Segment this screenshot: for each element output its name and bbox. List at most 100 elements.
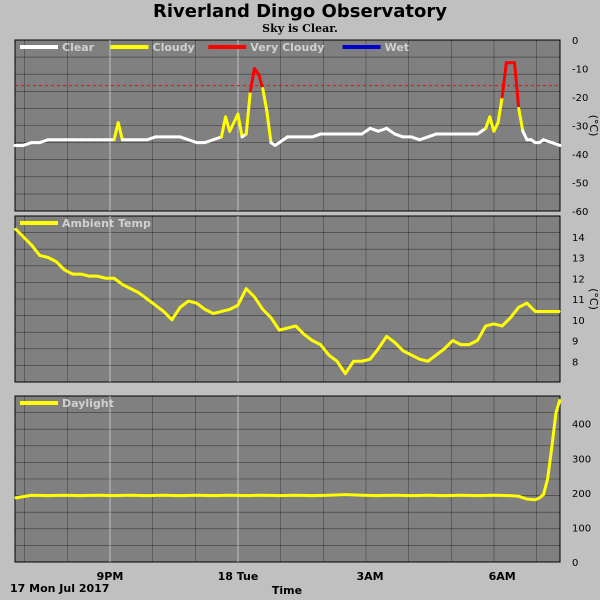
panel-sky-legend-label: Clear [62,41,95,54]
panel-ambient-data-point [64,269,66,271]
panel-ambient-ytick-label: 11 [572,295,585,306]
panel-ambient-data-point [559,310,561,312]
panel-sky-series-segment [492,121,500,133]
panel-daylight-data-point [526,498,528,500]
panel-ambient-ytick-label: 9 [572,337,578,348]
panel-ambient-data-point [55,261,57,263]
panel-ambient-data-point [485,325,487,327]
panel-ambient-data-point [303,333,305,335]
panel-ambient-data-point [171,319,173,321]
panel-daylight-data-point [427,494,429,496]
panel-ambient-data-point [460,344,462,346]
panel-sky-ytick-label: -50 [572,179,588,190]
panel-ambient-data-point [31,244,33,246]
x-tick-label: 3AM [357,570,384,583]
panel-ambient-data-point [369,358,371,360]
panel-ambient-data-point [344,373,346,375]
panel-ambient-data-point [97,275,99,277]
panel-ambient-data-point [287,327,288,329]
panel-sky-series-segment [488,115,496,133]
panel-ambient-data-point [22,236,24,238]
panel-ambient-data-point [493,323,495,325]
panel-daylight-data-point [295,494,297,496]
panel-ambient-data-point [39,254,41,256]
panel-daylight-series-line [14,399,562,502]
panel-ambient-legend-label: Ambient Temp [62,217,151,230]
panel-daylight-data-point [278,495,280,497]
x-tick-label: 9PM [97,570,124,583]
panel-ambient-data-point [394,342,396,344]
panel-daylight-data-point [80,495,82,497]
panel-ambient-data-point [320,344,322,346]
panel-daylight-data-point [64,494,66,496]
panel-daylight-data-point [130,494,132,496]
panel-sky-series-segment [236,112,244,139]
panel-sky-series-segment [265,109,273,145]
panel-daylight-data-point [555,412,557,414]
panel-ambient-data-point [47,257,49,258]
panel-daylight-data-point [509,495,511,497]
panel-ambient-data-point [121,283,123,285]
panel-ambient-data-point [509,317,511,319]
panel-daylight-data-point [547,478,549,480]
panel-ambient-data-point [526,302,528,304]
panel-ambient-data-point [146,298,148,300]
panel-daylight-data-point [179,495,181,497]
panel-ambient-data-point [410,354,412,356]
panel-sky-series-segment [500,61,508,99]
panel-daylight-ytick-label: 400 [572,420,591,431]
panel-sky-ytick-label: -60 [572,207,588,218]
panel-ambient-data-point [80,273,82,275]
panel-ambient-data-point [468,344,470,346]
panel-ambient-data-point [270,317,272,319]
panel-ambient-data-point [130,288,132,290]
x-tick-label: 18 Tue [218,570,259,583]
panel-ambient-data-point [353,360,355,362]
panel-ambient-data-point [88,275,90,277]
panel-daylight-data-point [344,494,346,496]
panel-daylight-data-point [328,494,330,496]
panel-sky-series-segment [244,89,252,136]
panel-daylight-ytick-label: 200 [572,489,591,500]
panel-sky-series-segment [248,67,256,93]
panel-sky-series-segment [517,106,525,133]
panel-daylight-data-point [476,495,478,497]
panel-ambient-data-point [419,358,421,360]
panel-daylight-ytick-label: 100 [572,523,591,534]
panel-ambient-data-point [229,308,231,310]
panel-ambient-data-point [402,350,404,352]
panel-ambient-data-point [295,325,297,327]
panel-ambient-data-point [196,302,198,304]
panel-ambient-data-point [154,304,156,306]
panel-daylight-data-point [31,494,33,496]
panel-ambient-data-point [476,340,478,341]
panel-daylight-data-point [229,494,231,496]
panel-daylight-data-point [377,495,379,497]
panel-ambient-ytick-label: 10 [572,316,585,327]
panel-ambient-data-point [187,300,189,302]
panel-daylight-data-point [551,447,553,449]
panel-sky-series-segment [475,126,488,136]
panel-sky-ytick-label: -20 [572,93,588,104]
panel-sky-ytick-label: -40 [572,150,588,161]
panel-daylight-data-point [534,499,536,501]
panel-daylight-data-point [97,494,99,496]
page-title: Riverland Dingo Observatory [152,1,448,22]
panel-daylight-ytick-label: 300 [572,454,591,465]
panel-daylight-data-point [538,497,540,499]
panel-ambient-data-point [534,310,536,312]
panel-daylight-data-point [410,495,412,497]
panel-ambient-ytick-label: 12 [572,274,585,285]
panel-daylight-ytick-label: 0 [572,558,578,569]
panel-sky-legend-label: Cloudy [153,41,195,54]
panel-ambient-data-point [253,296,255,298]
panel-ambient-data-point [336,360,338,362]
panel-daylight-data-point [196,494,198,496]
panel-sky-series-segment [224,115,232,133]
panel-ambient-data-point [105,277,107,279]
panel-ambient-data-point [245,288,247,290]
panel-daylight-data-point [146,495,148,497]
panel-ambient-data-point [361,360,363,362]
panel-ambient-data-point [212,313,214,315]
